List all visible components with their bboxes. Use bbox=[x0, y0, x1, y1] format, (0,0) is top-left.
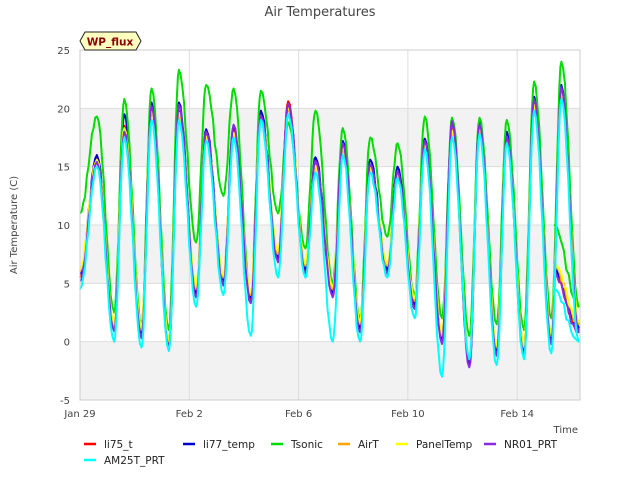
legend-label: AirT bbox=[358, 439, 379, 451]
legend-item-nr01-prt: NR01_PRT bbox=[484, 439, 558, 451]
x-axis-ticks: Jan 29 Feb 2 Feb 6 Feb 10 Feb 14 bbox=[63, 409, 534, 420]
badge-shape bbox=[79, 31, 142, 51]
x-tick-label: Feb 6 bbox=[285, 409, 312, 420]
series-line-am25t-prt bbox=[79, 98, 580, 378]
y-axis-ticks: -5 0 5 10 15 20 25 bbox=[57, 46, 70, 407]
legend-label: NR01_PRT bbox=[504, 439, 558, 451]
plot-area bbox=[79, 49, 581, 401]
legend-label: Tsonic bbox=[290, 439, 323, 451]
legend-label: li75_t bbox=[104, 439, 133, 451]
chart-title: Air Temperatures bbox=[264, 5, 375, 20]
background-band bbox=[80, 341, 580, 400]
legend-item-li77-temp: li77_temp bbox=[183, 439, 255, 451]
y-tick-label: 20 bbox=[57, 104, 70, 115]
legend-item-li75-t: li75_t bbox=[84, 439, 133, 451]
legend-item-airt: AirT bbox=[338, 439, 379, 451]
x-axis-label: Time bbox=[553, 425, 578, 436]
y-axis-label: Air Temperature (C) bbox=[9, 176, 20, 274]
wp-flux-badge: WP_flux bbox=[79, 31, 142, 51]
y-tick-label: 25 bbox=[57, 46, 70, 57]
y-tick-label: -5 bbox=[60, 396, 70, 407]
legend-label: li77_temp bbox=[203, 439, 255, 451]
legend-label: AM25T_PRT bbox=[104, 455, 165, 467]
background-band bbox=[80, 108, 580, 167]
x-tick-label: Feb 2 bbox=[176, 409, 203, 420]
legend-item-tsonic: Tsonic bbox=[271, 439, 323, 451]
x-tick-label: Feb 10 bbox=[391, 409, 425, 420]
badge-label: WP_flux bbox=[87, 37, 134, 49]
x-tick-label: Jan 29 bbox=[63, 409, 95, 420]
y-tick-label: 10 bbox=[57, 221, 70, 232]
x-tick-label: Feb 14 bbox=[500, 409, 534, 420]
y-tick-label: 0 bbox=[64, 338, 70, 349]
legend-label: PanelTemp bbox=[416, 439, 473, 451]
y-tick-label: 5 bbox=[64, 279, 70, 290]
legend: li75_t li77_temp Tsonic AirT PanelTemp NR01_P… bbox=[84, 439, 558, 467]
plot-border bbox=[79, 49, 581, 401]
legend-item-am25t-prt: AM25T_PRT bbox=[84, 455, 165, 467]
legend-item-paneltemp: PanelTemp bbox=[396, 439, 473, 451]
y-tick-label: 15 bbox=[57, 163, 70, 174]
series-layer bbox=[79, 60, 580, 378]
